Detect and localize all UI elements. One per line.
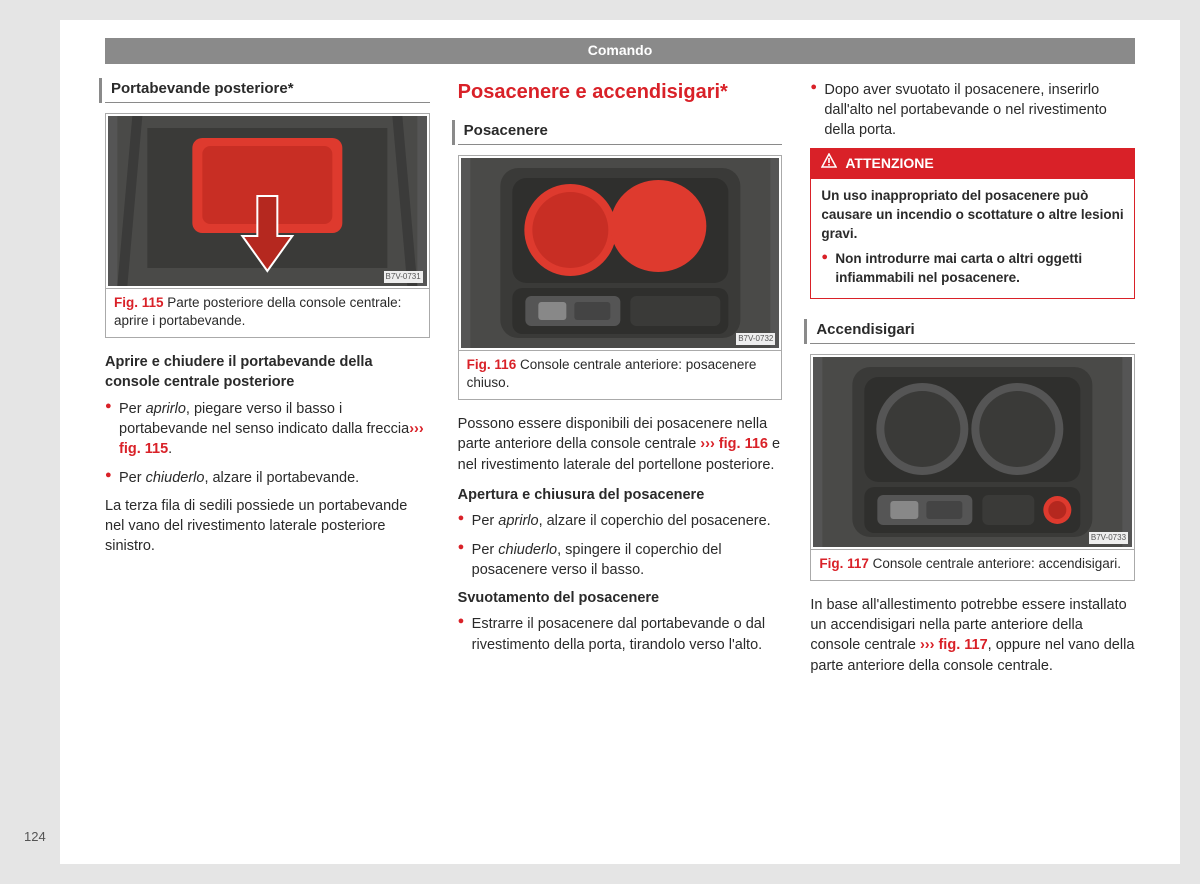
section-title-accendisigari: Accendisigari xyxy=(810,319,1135,344)
page: Comando Portabevande posteriore* xyxy=(60,20,1180,864)
bullet-close: Per chiuderlo, alzare il portabevande. xyxy=(105,468,430,488)
warning-icon xyxy=(821,153,837,175)
page-number: 124 xyxy=(24,828,46,846)
figure-115-image: B7V-0731 xyxy=(108,116,427,286)
figure-115-code: B7V-0731 xyxy=(384,271,423,282)
warning-text: Un uso inappropriato del posacenere può … xyxy=(821,187,1124,244)
figure-117-caption: Fig. 117 Console centrale anteriore: acc… xyxy=(810,550,1135,581)
paragraph-third-row: La terza fila di sedili possiede un port… xyxy=(105,496,430,557)
paragraph-ashtray-intro: Possono essere disponibili dei posacener… xyxy=(458,414,783,475)
subheading-open-close-ashtray: Apertura e chiusura del posacenere xyxy=(458,485,783,505)
paragraph-lighter: In base all'allestimento potrebbe essere… xyxy=(810,595,1135,676)
section-title-portabevande: Portabevande posteriore* xyxy=(105,78,430,103)
warning-body: Un uso inappropriato del posacenere può … xyxy=(811,179,1134,297)
column-1: Portabevande posteriore* B7V-0731 xyxy=(105,78,430,686)
bullet-empty-ashtray: Estrarre il posacenere dal portabevande … xyxy=(458,614,783,655)
section-title-posacenere: Posacenere xyxy=(458,120,783,145)
subheading-empty-ashtray: Svuotamento del posacenere xyxy=(458,588,783,608)
figure-115: B7V-0731 xyxy=(105,113,430,289)
figure-116: B7V-0732 xyxy=(458,155,783,351)
figure-117-code: B7V-0733 xyxy=(1089,532,1128,543)
column-2: Posacenere e accendisigari* Posacenere xyxy=(458,78,783,686)
bullet-ashtray-close: Per chiuderlo, spingere il coperchio del… xyxy=(458,540,783,581)
warning-title: ATTENZIONE xyxy=(845,154,933,174)
bullet-reinsert: Dopo aver svuotato il posacenere, inseri… xyxy=(810,80,1135,141)
figure-117-image: B7V-0733 xyxy=(813,357,1132,547)
figure-116-image: B7V-0732 xyxy=(461,158,780,348)
bullet-ashtray-open: Per aprirlo, alzare il coperchio del pos… xyxy=(458,511,783,531)
column-3: Dopo aver svuotato il posacenere, inseri… xyxy=(810,78,1135,686)
figure-116-caption: Fig. 116 Console centrale anteriore: pos… xyxy=(458,351,783,400)
page-header: Comando xyxy=(105,38,1135,64)
figure-115-caption: Fig. 115 Parte posteriore della console … xyxy=(105,289,430,338)
warning-box: ATTENZIONE Un uso inappropriato del posa… xyxy=(810,148,1135,298)
warning-bullet: Non introdurre mai carta o altri oggetti… xyxy=(821,250,1124,288)
figure-117: B7V-0733 xyxy=(810,354,1135,550)
warning-header: ATTENZIONE xyxy=(811,149,1134,179)
heading-posacenere: Posacenere e accendisigari* xyxy=(458,78,783,106)
subheading-open-close: Aprire e chiudere il portabevande della … xyxy=(105,352,430,393)
bullet-open: Per aprirlo, piegare verso il basso i po… xyxy=(105,399,430,460)
content-columns: Portabevande posteriore* B7V-0731 xyxy=(105,78,1135,686)
figure-116-code: B7V-0732 xyxy=(736,333,775,344)
